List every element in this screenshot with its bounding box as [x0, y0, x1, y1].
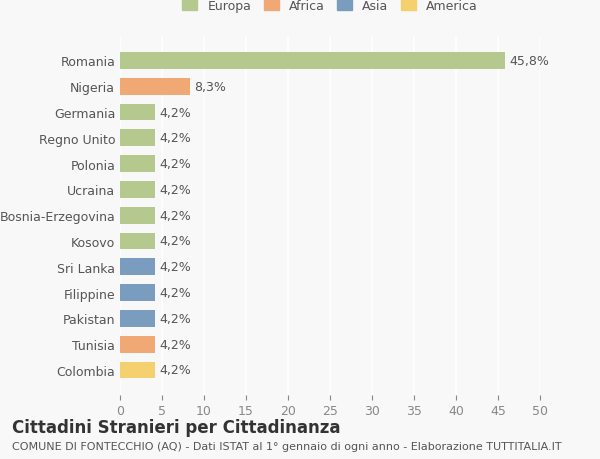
Bar [120, 259, 155, 275]
Bar [120, 336, 155, 353]
Text: 4,2%: 4,2% [160, 364, 191, 376]
Bar [120, 105, 155, 121]
Text: 4,2%: 4,2% [160, 286, 191, 299]
Bar [120, 207, 155, 224]
Bar [120, 285, 155, 301]
Bar [120, 233, 155, 250]
Bar [120, 130, 155, 147]
Text: 4,2%: 4,2% [160, 209, 191, 222]
Text: 4,2%: 4,2% [160, 235, 191, 248]
Text: 4,2%: 4,2% [160, 132, 191, 145]
Text: COMUNE DI FONTECCHIO (AQ) - Dati ISTAT al 1° gennaio di ogni anno - Elaborazione: COMUNE DI FONTECCHIO (AQ) - Dati ISTAT a… [12, 441, 562, 451]
Bar [120, 362, 155, 379]
Text: 8,3%: 8,3% [194, 81, 226, 94]
Text: 4,2%: 4,2% [160, 158, 191, 171]
Bar [120, 156, 155, 173]
Text: 4,2%: 4,2% [160, 312, 191, 325]
Bar [120, 53, 505, 70]
Bar [120, 310, 155, 327]
Bar [120, 79, 190, 95]
Text: Cittadini Stranieri per Cittadinanza: Cittadini Stranieri per Cittadinanza [12, 418, 341, 436]
Legend: Europa, Africa, Asia, America: Europa, Africa, Asia, America [179, 0, 481, 17]
Bar [120, 182, 155, 198]
Text: 4,2%: 4,2% [160, 106, 191, 119]
Text: 4,2%: 4,2% [160, 261, 191, 274]
Text: 4,2%: 4,2% [160, 338, 191, 351]
Text: 45,8%: 45,8% [509, 55, 549, 68]
Text: 4,2%: 4,2% [160, 184, 191, 196]
